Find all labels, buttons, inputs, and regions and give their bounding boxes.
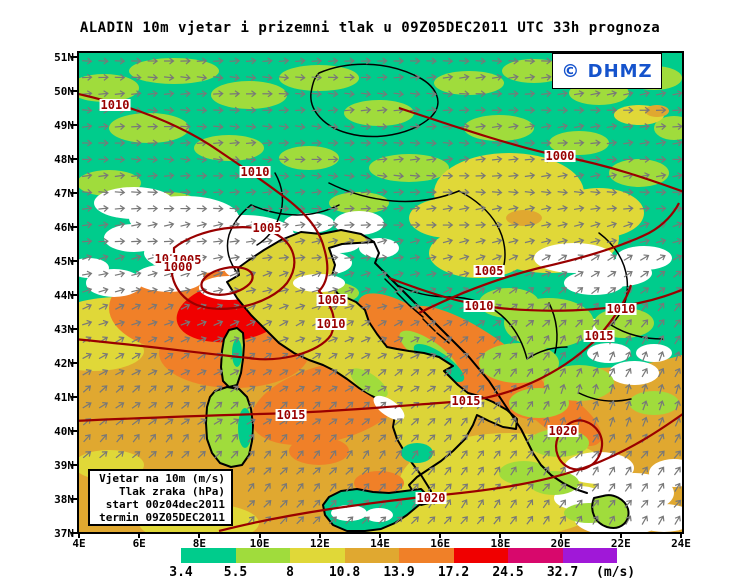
lon-tick bbox=[379, 533, 381, 538]
colorbar-segment bbox=[453, 548, 508, 563]
lat-tick bbox=[71, 396, 77, 398]
lat-tick bbox=[71, 90, 77, 92]
lon-tick-label: 16E bbox=[430, 537, 451, 550]
lat-tick-label: 40N bbox=[54, 425, 74, 438]
country-borders bbox=[226, 63, 664, 402]
colorbar-segment bbox=[508, 548, 563, 563]
lat-tick-label: 37N bbox=[54, 527, 74, 540]
land-detail bbox=[232, 274, 433, 522]
colorbar-segment bbox=[235, 548, 290, 563]
lat-tick-label: 51N bbox=[54, 51, 74, 64]
lon-tick-label: 18E bbox=[490, 537, 511, 550]
lat-tick-label: 39N bbox=[54, 459, 74, 472]
lon-tick bbox=[138, 533, 141, 538]
lon-tick-label: 20E bbox=[550, 537, 571, 550]
lon-tick bbox=[198, 533, 201, 538]
lon-tick-label: 22E bbox=[610, 537, 631, 550]
lat-tick bbox=[71, 362, 77, 364]
colorbar-value: 3.4 bbox=[169, 565, 193, 580]
colorbar-value: 17.2 bbox=[437, 565, 470, 580]
colorbar-value: 8 bbox=[286, 565, 294, 580]
page-title: ALADIN 10m vjetar i prizemni tlak u 09Z0… bbox=[79, 20, 661, 36]
map-graphic bbox=[79, 53, 682, 532]
dhmz-watermark: © DHMZ bbox=[552, 53, 662, 89]
lat-tick bbox=[71, 532, 77, 534]
lat-tick bbox=[71, 294, 77, 296]
lat-tick-label: 43N bbox=[54, 323, 74, 336]
lat-tick bbox=[71, 56, 77, 58]
lon-tick-label: 24E bbox=[671, 537, 691, 550]
lon-tick bbox=[258, 533, 261, 538]
lon-tick bbox=[680, 533, 682, 538]
lon-tick bbox=[619, 533, 622, 538]
wind-speed-colorbar bbox=[181, 548, 617, 563]
lat-tick bbox=[71, 464, 77, 466]
lon-tick-label: 4E bbox=[72, 537, 86, 550]
lon-tick-label: 12E bbox=[309, 537, 330, 550]
colorbar-segment bbox=[344, 548, 399, 563]
colorbar-segment bbox=[562, 548, 617, 563]
lon-tick-label: 6E bbox=[132, 537, 146, 550]
lon-tick-label: 14E bbox=[370, 537, 390, 550]
colorbar-value: 13.9 bbox=[383, 565, 415, 580]
info-line-termin: termin 09Z05DEC2011 bbox=[99, 510, 225, 524]
wind-arrows bbox=[81, 57, 682, 525]
lat-tick bbox=[71, 226, 77, 228]
colorbar-segment bbox=[290, 548, 345, 563]
info-line-wind: Vjetar na 10m (m/s) bbox=[99, 471, 225, 485]
lat-tick-label: 45N bbox=[54, 255, 74, 268]
lat-tick bbox=[71, 192, 77, 194]
colorbar-value: 10.8 bbox=[328, 565, 361, 580]
lat-tick-label: 42N bbox=[54, 357, 74, 370]
info-line-pressure: Tlak zraka (hPa) bbox=[119, 484, 225, 498]
colorbar-value: 5.5 bbox=[223, 565, 248, 580]
colorbar-unit: (m/s) bbox=[596, 565, 636, 580]
lat-tick-label: 47N bbox=[54, 187, 74, 200]
lat-tick-label: 48N bbox=[54, 153, 74, 166]
lat-tick bbox=[71, 498, 77, 500]
colorbar-value: 32.7 bbox=[546, 565, 579, 580]
info-line-start: start 00z04dec2011 bbox=[105, 497, 225, 511]
lat-tick-label: 46N bbox=[54, 221, 74, 234]
lat-tick-label: 49N bbox=[54, 119, 74, 132]
colorbar-segment bbox=[181, 548, 236, 563]
lon-tick bbox=[499, 533, 502, 538]
lat-tick bbox=[71, 430, 77, 432]
info-box: Vjetar na 10m (m/s) Tlak zraka (hPa) sta… bbox=[88, 469, 233, 526]
lon-tick bbox=[78, 533, 80, 538]
lat-tick-label: 44N bbox=[54, 289, 74, 302]
lat-tick bbox=[71, 260, 77, 262]
lat-tick-label: 38N bbox=[54, 493, 74, 506]
colorbar-segment bbox=[399, 548, 454, 563]
lat-tick bbox=[71, 124, 77, 126]
lat-tick-label: 50N bbox=[54, 85, 74, 98]
lon-tick bbox=[559, 533, 562, 538]
lon-tick bbox=[318, 533, 321, 538]
lon-tick-label: 8E bbox=[192, 537, 207, 550]
map-canvas bbox=[77, 51, 684, 534]
lat-tick bbox=[71, 158, 77, 160]
colorbar-value: 24.5 bbox=[492, 565, 524, 580]
lon-tick bbox=[439, 533, 442, 538]
lat-tick-label: 41N bbox=[54, 391, 74, 404]
lat-tick bbox=[71, 328, 77, 330]
lon-tick-label: 10E bbox=[249, 537, 270, 550]
